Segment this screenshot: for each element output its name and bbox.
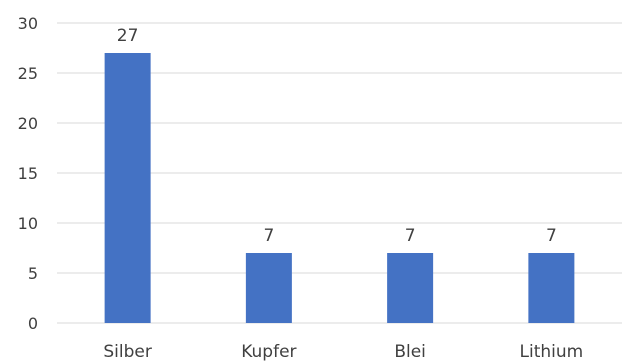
gridlines bbox=[57, 22, 622, 324]
bars bbox=[104, 53, 575, 323]
data-label-kupfer: 7 bbox=[263, 226, 274, 246]
y-tick-label-0: 0 bbox=[28, 314, 38, 333]
y-tick-label-30: 30 bbox=[18, 14, 38, 33]
x-category-label-kupfer: Kupfer bbox=[241, 342, 296, 362]
y-tick-label-5: 5 bbox=[28, 264, 38, 283]
y-tick-label-10: 10 bbox=[18, 214, 38, 233]
data-label-blei: 7 bbox=[405, 226, 416, 246]
x-axis-categories: Silber Kupfer Blei Lithium bbox=[103, 342, 583, 362]
y-axis-ticks: 0 5 10 15 20 25 30 bbox=[18, 14, 38, 333]
bar-blei bbox=[387, 253, 434, 323]
x-category-label-silber: Silber bbox=[103, 342, 151, 362]
x-category-label-blei: Blei bbox=[394, 342, 426, 362]
bar-lithium bbox=[528, 253, 575, 323]
data-label-silber: 27 bbox=[117, 26, 139, 46]
bar-kupfer bbox=[245, 253, 292, 323]
data-labels: 27 7 7 7 bbox=[117, 26, 557, 246]
y-tick-label-15: 15 bbox=[18, 164, 38, 183]
x-category-label-lithium: Lithium bbox=[520, 342, 584, 362]
y-tick-label-25: 25 bbox=[18, 64, 38, 83]
bar-silber bbox=[104, 53, 151, 323]
data-label-lithium: 7 bbox=[546, 226, 557, 246]
y-tick-label-20: 20 bbox=[18, 114, 38, 133]
